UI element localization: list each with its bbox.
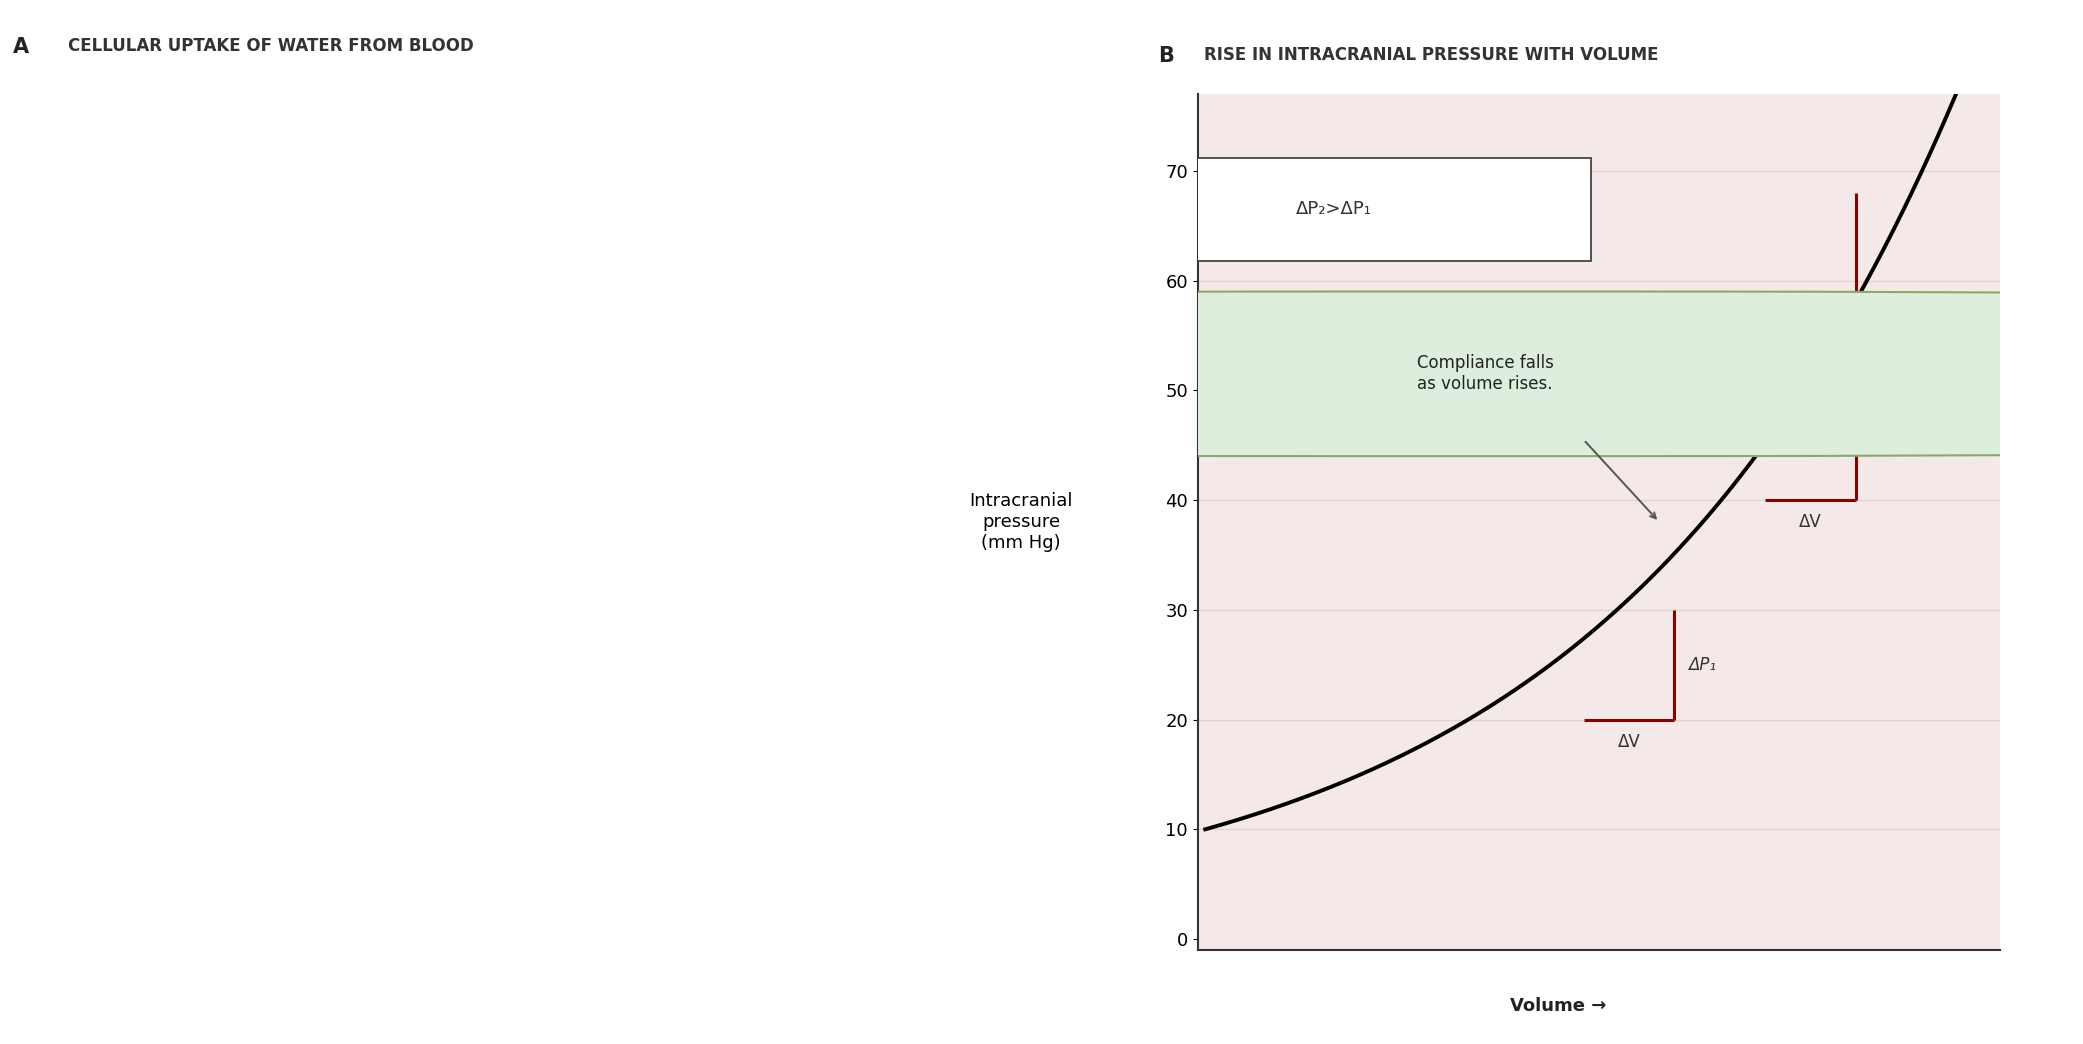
FancyBboxPatch shape [1077,158,1591,261]
Text: Volume →: Volume → [1510,997,1606,1015]
Text: ΔV: ΔV [1618,733,1639,751]
Text: A: A [12,37,29,56]
Text: ΔP₂>ΔP₁: ΔP₂>ΔP₁ [1296,200,1373,218]
Text: ΔP₁: ΔP₁ [1687,656,1716,673]
Text: CELLULAR UPTAKE OF WATER FROM BLOOD: CELLULAR UPTAKE OF WATER FROM BLOOD [67,37,473,54]
Text: RISE IN INTRACRANIAL PRESSURE WITH VOLUME: RISE IN INTRACRANIAL PRESSURE WITH VOLUM… [1204,46,1658,64]
Y-axis label: Intracranial
pressure
(mm Hg): Intracranial pressure (mm Hg) [969,492,1073,552]
Text: ΔV: ΔV [1800,514,1823,531]
Text: B: B [1158,46,1175,66]
FancyBboxPatch shape [585,291,2083,456]
Text: ΔP₂: ΔP₂ [1871,337,1898,355]
Text: Compliance falls
as volume rises.: Compliance falls as volume rises. [1416,354,1554,394]
